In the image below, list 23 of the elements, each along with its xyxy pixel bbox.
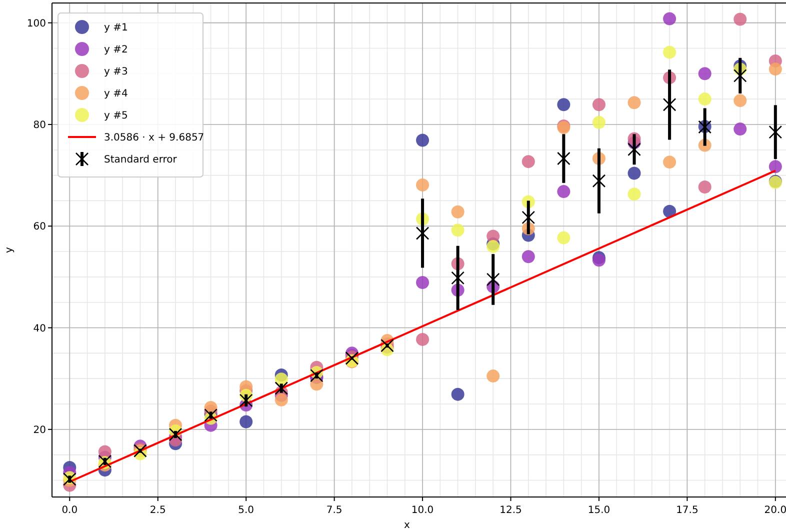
x-tick-label: 20.0 — [764, 505, 786, 516]
x-tick-label: 12.5 — [500, 505, 522, 516]
y-tick-label: 60 — [33, 222, 46, 233]
x-tick-label: 5.0 — [238, 505, 254, 516]
y-axis-title: y — [4, 246, 15, 253]
x-tick-label: 0.0 — [62, 505, 78, 516]
legend-label: y #2 — [104, 44, 128, 56]
y-tick-label: 80 — [33, 120, 46, 131]
x-tick-label: 7.5 — [326, 505, 342, 516]
legend-label: y #5 — [104, 110, 128, 122]
legend-label: y #3 — [104, 66, 128, 78]
x-axis-title: x — [404, 520, 410, 531]
y-tick-label: 40 — [33, 323, 46, 334]
legend-label: y #4 — [104, 88, 128, 100]
x-tick-label: 17.5 — [676, 505, 698, 516]
x-tick-label: 10.0 — [411, 505, 434, 516]
y-tick-label: 20 — [33, 424, 46, 436]
legend-label: y #1 — [104, 22, 128, 34]
y-tick-label: 100 — [26, 18, 46, 30]
legend-label: Standard error — [104, 154, 178, 166]
x-tick-label: 15.0 — [588, 505, 610, 516]
x-tick-label: 2.5 — [150, 505, 166, 516]
legend-label: 3.0586 · x + 9.6857 — [104, 132, 204, 144]
